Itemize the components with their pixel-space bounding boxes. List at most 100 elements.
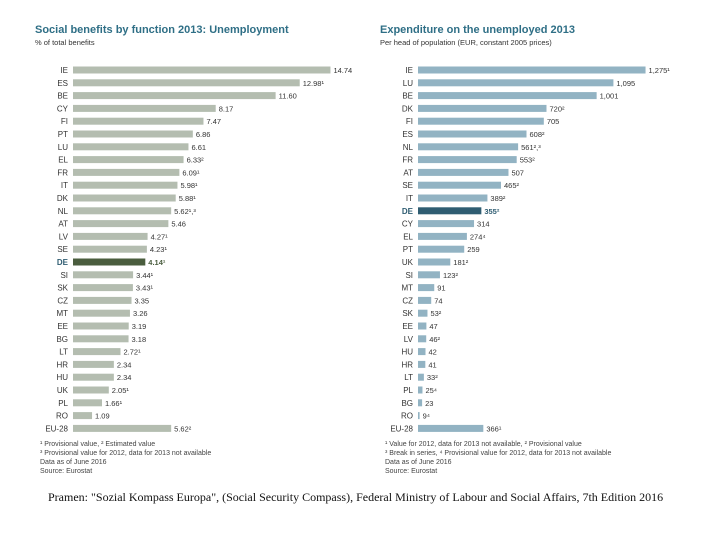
right-chart-title: Expenditure on the unemployed 2013 — [380, 24, 575, 36]
data-label: 9⁴ — [423, 412, 430, 421]
left-footnote-2: ³ Provisional value for 2012, data for 2… — [40, 450, 212, 457]
right-footnote-1: ¹ Value for 2012, data for 2013 not avai… — [385, 441, 582, 448]
bar-mt — [73, 309, 130, 317]
category-label: DK — [57, 194, 69, 203]
bar-lu — [418, 79, 614, 87]
category-label: EE — [57, 322, 68, 331]
bar-at — [418, 168, 509, 176]
category-label: BG — [56, 335, 68, 344]
bar-si — [73, 271, 134, 279]
category-label: SI — [60, 271, 68, 280]
right-footnote-4: Source: Eurostat — [385, 468, 438, 475]
data-label: 259 — [467, 245, 480, 254]
data-label: 41 — [428, 360, 436, 369]
bar-cz — [73, 296, 132, 304]
category-label: EU-28 — [45, 424, 68, 433]
bar-fi — [418, 117, 544, 125]
data-label: 123² — [443, 271, 459, 280]
bar-fi — [73, 117, 204, 125]
data-label: 46² — [429, 335, 440, 344]
bar-dk — [418, 104, 547, 112]
data-label: 47 — [429, 322, 437, 331]
data-label: 507 — [511, 168, 524, 177]
category-label: BE — [57, 92, 68, 101]
data-label: 25⁴ — [425, 386, 437, 395]
right-footnotes: ¹ Value for 2012, data for 2013 not avai… — [385, 440, 611, 476]
bar-cy — [73, 104, 216, 112]
bar-uk — [418, 258, 451, 266]
data-label: 3.43¹ — [136, 284, 154, 293]
bar-hr — [73, 360, 114, 368]
data-label: 5.46 — [171, 220, 186, 229]
bar-eu-28 — [73, 424, 172, 432]
data-label: 181² — [453, 258, 469, 267]
bar-ro — [73, 412, 93, 420]
right-chart-subtitle: Per head of population (EUR, constant 20… — [380, 38, 552, 47]
data-label: 42 — [428, 348, 436, 357]
bar-bg — [418, 399, 423, 407]
left-chart-panel: Social benefits by function 2013: Unempl… — [35, 24, 355, 433]
bar-mt — [418, 284, 435, 292]
bar-de — [73, 258, 146, 266]
category-label: CZ — [57, 296, 68, 305]
data-label: 33² — [427, 373, 438, 382]
bar-hr — [418, 360, 426, 368]
data-label: 314 — [477, 220, 490, 229]
category-label: PT — [58, 130, 68, 139]
category-label: SI — [405, 271, 413, 280]
bar-es — [73, 79, 300, 87]
data-label: 6.61 — [191, 143, 206, 152]
data-label: 7.47 — [206, 117, 221, 126]
data-label: 5.62¹,³ — [174, 207, 196, 216]
data-label: 389² — [490, 194, 506, 203]
category-label: SE — [57, 245, 68, 254]
category-label: MT — [56, 309, 68, 318]
data-label: 53² — [430, 309, 441, 318]
bar-el — [73, 156, 184, 164]
bar-hu — [418, 348, 426, 356]
category-label: HU — [401, 348, 413, 357]
data-label: 1,275¹ — [649, 66, 671, 75]
bar-fr — [73, 168, 180, 176]
data-label: 74 — [434, 296, 442, 305]
category-label: CY — [57, 104, 69, 113]
bar-fr — [418, 156, 517, 164]
bar-pt — [418, 245, 465, 253]
category-label: LV — [404, 335, 414, 344]
category-label: EL — [58, 156, 68, 165]
category-label: LT — [404, 373, 413, 382]
bar-se — [418, 181, 501, 189]
data-label: 6.33² — [187, 156, 205, 165]
data-label: 608² — [530, 130, 546, 139]
data-label: 3.35 — [135, 296, 150, 305]
category-label: IE — [405, 66, 413, 75]
bar-cz — [418, 296, 432, 304]
data-label: 1.66¹ — [105, 399, 123, 408]
data-label: 355² — [484, 207, 500, 216]
category-label: HR — [56, 360, 68, 369]
bar-se — [73, 245, 147, 253]
data-label: 2.72¹ — [124, 348, 142, 357]
category-label: FR — [402, 156, 413, 165]
data-label: 4.27¹ — [151, 232, 169, 241]
category-label: RO — [401, 412, 413, 421]
right-chart-panel: Expenditure on the unemployed 2013 Per h… — [380, 24, 700, 433]
bar-ee — [418, 322, 427, 330]
left-chart-title: Social benefits by function 2013: Unempl… — [35, 24, 289, 36]
bar-lt — [418, 373, 424, 381]
category-label: DK — [402, 104, 414, 113]
bar-el — [418, 232, 467, 240]
category-label: BE — [402, 92, 413, 101]
data-label: 91 — [437, 284, 445, 293]
category-label: AT — [58, 220, 68, 229]
data-label: 4.23¹ — [150, 245, 168, 254]
category-label: AT — [403, 168, 413, 177]
category-label: PL — [403, 386, 413, 395]
left-footnote-1: ¹ Provisional value, ² Estimated value — [40, 441, 156, 448]
category-label: ES — [57, 79, 68, 88]
category-label: IT — [61, 181, 68, 190]
category-label: EE — [402, 322, 413, 331]
bar-sk — [418, 309, 428, 317]
bar-bg — [73, 335, 129, 343]
left-footnote-4: Source: Eurostat — [40, 468, 93, 475]
